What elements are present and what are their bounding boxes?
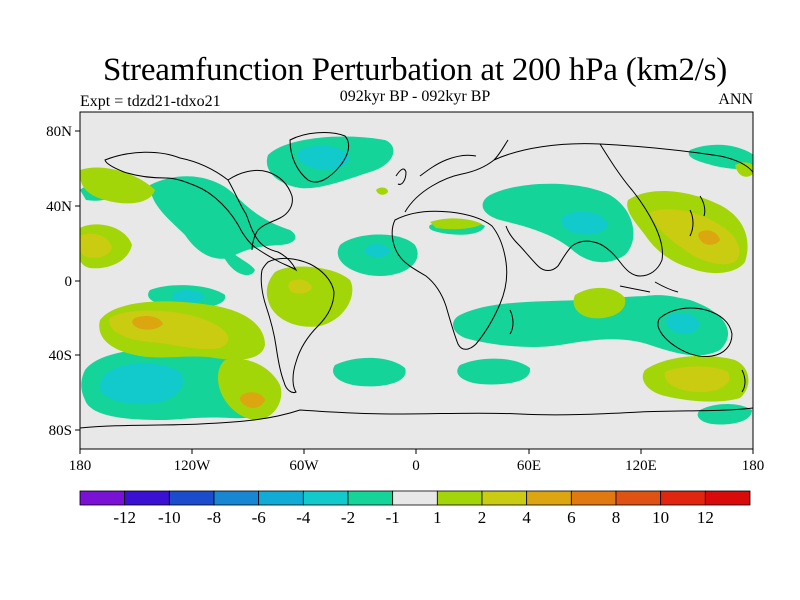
colorbar-label: -8 (207, 508, 221, 527)
contour-atlantic-small-positive (376, 187, 388, 195)
contour-east-asia-strong-positive (698, 230, 720, 245)
coast-asia (493, 143, 753, 277)
contour-north-atlantic-strong-negative (297, 145, 350, 170)
colorbar-label: -12 (113, 508, 136, 527)
colorbar-label: 2 (478, 508, 487, 527)
colorbar-label: 1 (433, 508, 442, 527)
contour-south-atlantic-positive (217, 358, 282, 420)
latitude-axis: 80N 40N 0 40S 80S (46, 124, 80, 439)
colorbar-label: -1 (386, 508, 400, 527)
coast-australia (657, 307, 733, 357)
lon-label-0: 0 (412, 458, 420, 474)
contour-south-pacific-strong-negative (100, 363, 184, 405)
coast-antarctica (80, 407, 753, 429)
colorbar-box (526, 490, 572, 506)
lon-label-60e: 60E (517, 458, 541, 474)
coast-north-america-east (227, 169, 293, 251)
contour-south-america-medium-positive (288, 279, 312, 294)
coast-new-zealand (741, 369, 746, 393)
colorbar-box (704, 490, 751, 506)
lon-label-120w: 120W (174, 458, 212, 474)
contour-south-pacific-strong-positive (132, 316, 163, 330)
contour-north-atlantic-band-negative (222, 245, 255, 276)
lat-label-80s: 80S (49, 423, 72, 439)
longitude-axis: 180 120W 60W 0 60E 120E 180 (69, 449, 765, 474)
coastlines (80, 132, 753, 429)
colorbar-box (213, 490, 260, 506)
colorbar-label: -2 (341, 508, 355, 527)
coast-madagascar (509, 309, 514, 335)
colorbar: -12 -10 -8 -6 -4 -2 -1 1 2 4 6 8 10 12 (79, 490, 751, 527)
strong-positive-contours (132, 230, 720, 408)
contour-eastern-pacific-strong-negative (172, 289, 205, 303)
contour-south-america-positive (266, 266, 353, 327)
contour-north-pacific-positive (80, 167, 155, 204)
colorbar-label: 6 (567, 508, 576, 527)
map-panel (80, 112, 753, 449)
colorbar-box (615, 490, 662, 506)
season-label: ANN (718, 91, 753, 108)
coast-greenland (289, 132, 350, 183)
strong-negative-contours (100, 145, 700, 405)
colorbar-box (570, 490, 617, 506)
coast-europe (404, 139, 509, 213)
coast-south-america (260, 257, 335, 393)
plot-subtitle: 092kyr BP - 092kyr BP (339, 88, 491, 105)
colorbar-box (660, 490, 706, 506)
colorbar-box (124, 490, 170, 506)
coast-africa (391, 210, 508, 350)
contour-asia-strong-negative (561, 211, 608, 235)
contour-north-africa-positive (430, 218, 482, 230)
experiment-label: Expt = tdzd21-tdxo21 (80, 93, 221, 110)
lat-label-eq: 0 (65, 274, 73, 290)
lat-label-40n: 40N (46, 199, 72, 215)
contour-arctic-negative (688, 144, 753, 170)
colorbar-box (258, 490, 304, 506)
colorbar-box (481, 490, 528, 506)
contour-arctic-positive (735, 162, 753, 177)
colorbar-box (79, 490, 126, 506)
coast-indonesia (619, 281, 679, 293)
contour-pacific-south-negative (626, 295, 695, 317)
colorbar-label: 4 (522, 508, 531, 527)
contour-east-asia-medium-positive (650, 209, 740, 265)
medium-positive-contours (80, 209, 740, 392)
lat-label-40s: 40S (49, 348, 72, 364)
lon-label-180w: 180 (69, 458, 92, 474)
contour-north-pacific-negative (150, 176, 296, 259)
contour-australia-medium-positive (664, 366, 730, 392)
lat-label-80n: 80N (46, 124, 72, 140)
colorbar-box (168, 490, 215, 506)
colorbar-box (392, 490, 438, 506)
contour-indian-ocean-positive (573, 287, 626, 319)
contour-south-atlantic-strong-positive (239, 392, 265, 408)
coast-uk (395, 168, 407, 185)
lon-label-120e: 120E (625, 458, 657, 474)
colorbar-boxes (79, 490, 751, 506)
plot-title: Streamfunction Perturbation at 200 hPa (… (102, 52, 728, 88)
lon-label-180e: 180 (742, 458, 765, 474)
contour-south-atlantic-negative (332, 357, 406, 387)
lon-label-60w: 60W (289, 458, 319, 474)
coast-japan (689, 195, 706, 237)
colorbar-box (436, 490, 483, 506)
contour-central-pacific-medium-positive (80, 233, 112, 258)
contour-indian-south-negative (457, 358, 531, 385)
colorbar-label: 12 (697, 508, 714, 527)
colorbar-box (302, 490, 349, 506)
contour-australia-strong-negative (666, 312, 700, 335)
colorbar-box (347, 490, 394, 506)
coast-north-america (104, 151, 298, 272)
colorbar-label: -6 (252, 508, 266, 527)
contour-tropical-atlantic-strong-negative (364, 244, 390, 258)
colorbar-label: -10 (158, 508, 181, 527)
colorbar-label: -4 (296, 508, 311, 527)
colorbar-label: 10 (652, 508, 669, 527)
colorbar-label: 8 (612, 508, 621, 527)
colorbar-labels: -12 -10 -8 -6 -4 -2 -1 1 2 4 6 8 10 12 (113, 508, 714, 527)
